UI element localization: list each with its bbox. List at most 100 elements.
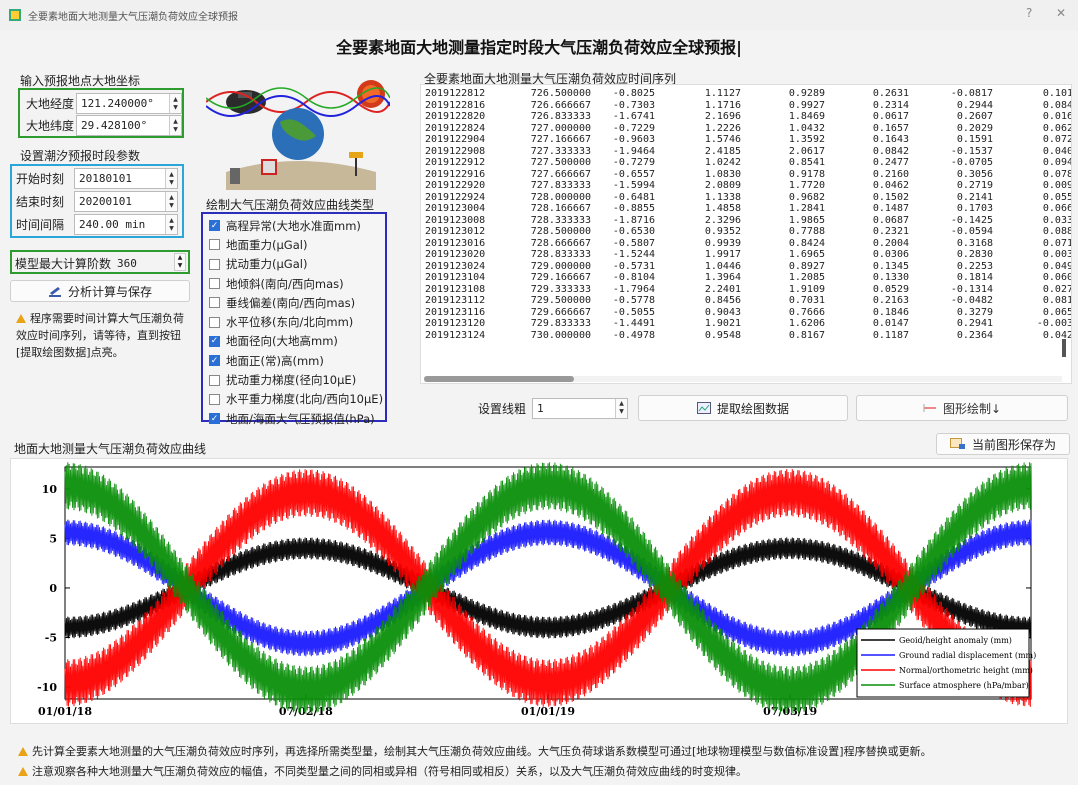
table-cell: 2019123108 <box>425 283 486 295</box>
table-row[interactable]: 2019123112 729.500000 -0.5778 0.8456 0.7031 0… <box>421 295 1071 307</box>
longitude-input[interactable]: 121.240000° ▲ ▼ <box>76 93 182 114</box>
curve-type-item[interactable]: 地面重力(μGal) <box>203 235 385 254</box>
line-width-control: 设置线粗 1 ▲ ▼ <box>420 395 630 421</box>
table-row[interactable]: 2019123124 730.000000 -0.4978 0.9548 0.8167 0… <box>421 330 1071 342</box>
checkbox-icon[interactable] <box>209 297 220 309</box>
earth-tide-illustration <box>206 72 390 190</box>
start-label: 开始时刻 <box>16 172 65 186</box>
checkbox-icon[interactable] <box>209 374 220 386</box>
window-titlebar: 全要素地面大地测量大气压潮负荷效应全球预报 ? ✕ <box>0 0 1078 30</box>
model-order-spinner[interactable]: ▲ ▼ <box>174 253 186 271</box>
table-row[interactable]: 2019122820 726.833333 -1.6741 2.1696 1.8469 0… <box>421 111 1071 123</box>
model-order-input[interactable]: 360 <box>113 253 185 274</box>
curve-type-item[interactable]: 扰动重力(μGal) <box>203 255 385 274</box>
warning-icon <box>18 747 28 756</box>
table-row[interactable]: 2019123116 729.666667 -0.5055 0.9043 0.7666 0… <box>421 307 1071 319</box>
curve-type-item[interactable]: ✓ 地面/海面大气压预报值(hPa) <box>203 409 385 428</box>
checkbox-icon[interactable] <box>209 239 220 251</box>
checkbox-icon[interactable] <box>209 393 220 405</box>
table-row[interactable]: 2019123024 729.000000 -0.5731 1.0446 0.8927 0… <box>421 261 1071 273</box>
checkbox-icon[interactable] <box>209 278 220 290</box>
table-cell: 0.0687 <box>872 214 909 226</box>
checkbox-checked-icon[interactable]: ✓ <box>209 413 220 425</box>
table-cell: 2019123104 <box>425 272 486 283</box>
latitude-spinner[interactable]: ▲ ▼ <box>169 116 181 135</box>
series-table-body: 2019122812 726.500000 -0.8025 1.1127 0.9289 0… <box>421 85 1071 341</box>
table-row[interactable]: 2019122908 727.333333 -1.9464 2.4185 2.0617 0… <box>421 146 1071 158</box>
table-cell: 0.1502 <box>872 191 909 203</box>
footer-note-2: 注意观察各种大地测量大气压潮负荷效应的幅值，不同类型量之间的同相或异相（符号相同… <box>18 763 747 779</box>
curve-type-item[interactable]: 水平位移(东向/北向mm) <box>203 312 385 331</box>
start-spinner[interactable]: ▲ ▼ <box>165 169 177 188</box>
table-cell: 0.1345 <box>872 260 909 272</box>
table-cell: 0.7031 <box>788 295 825 306</box>
table-row[interactable]: 2019122824 727.000000 -0.7229 1.2226 1.0432 0… <box>421 123 1071 135</box>
analyze-save-button[interactable]: 分析计算与保存 <box>10 280 190 302</box>
curve-type-item[interactable]: 扰动重力梯度(径向10μE) <box>203 370 385 389</box>
curve-type-item[interactable]: 垂线偏差(南向/西向mas) <box>203 293 385 312</box>
table-cell: 0.081 <box>1042 295 1072 306</box>
curve-type-label: 地面径向(大地高mm) <box>226 334 338 349</box>
horizontal-scrollbar[interactable] <box>424 376 1062 382</box>
table-cell: 0.2004 <box>872 237 909 249</box>
table-row[interactable]: 2019122920 727.833333 -1.5994 2.0809 1.7720 0… <box>421 180 1071 192</box>
table-row[interactable]: 2019123016 728.666667 -0.5807 0.9939 0.8424 0… <box>421 238 1071 250</box>
series-line <box>64 537 1032 639</box>
curve-type-item[interactable]: ✓ 地面径向(大地高mm) <box>203 332 385 351</box>
table-cell: 728.166667 <box>530 203 591 214</box>
checkbox-icon[interactable] <box>209 316 220 328</box>
checkbox-checked-icon[interactable]: ✓ <box>209 335 220 347</box>
table-cell: 0.2160 <box>872 168 909 180</box>
table-cell: 2019123120 <box>425 318 486 329</box>
curve-type-item[interactable]: 水平重力梯度(北向/西向10μE) <box>203 390 385 409</box>
horizontal-scroll-thumb[interactable] <box>424 376 574 382</box>
curve-type-item[interactable]: 地倾斜(南向/西向mas) <box>203 274 385 293</box>
table-row[interactable]: 2019123108 729.333333 -1.7964 2.2401 1.9109 0… <box>421 284 1071 296</box>
table-row[interactable]: 2019122924 728.000000 -0.6481 1.1338 0.9682 0… <box>421 192 1071 204</box>
table-row[interactable]: 2019123104 729.166667 -0.8104 1.3964 1.2085 0… <box>421 272 1071 284</box>
line-width-input[interactable]: 1 ▲ ▼ <box>532 397 629 419</box>
table-cell: -0.0594 <box>950 226 993 237</box>
table-row[interactable]: 2019122916 727.666667 -0.6557 1.0830 0.9178 0… <box>421 169 1071 181</box>
interval-spinner[interactable]: ▲ ▼ <box>165 215 177 234</box>
table-cell: 2019123116 <box>425 306 486 318</box>
help-button[interactable]: ? <box>1026 6 1033 20</box>
table-row[interactable]: 2019122912 727.500000 -0.7279 1.0242 0.8541 0… <box>421 157 1071 169</box>
table-cell: 728.666667 <box>530 237 591 249</box>
vertical-scroll-thumb[interactable] <box>1062 339 1066 357</box>
line-width-spinner[interactable]: ▲ ▼ <box>615 398 628 418</box>
end-input[interactable]: 20200101 ▲ ▼ <box>74 191 178 212</box>
table-cell: -0.9603 <box>612 134 655 145</box>
interval-input[interactable]: 240.00 min ▲ ▼ <box>74 214 178 235</box>
table-row[interactable]: 2019123020 728.833333 -1.5244 1.9917 1.6965 0… <box>421 249 1071 261</box>
table-row[interactable]: 2019122904 727.166667 -0.9603 1.5746 1.3592 0… <box>421 134 1071 146</box>
longitude-spinner[interactable]: ▲ ▼ <box>169 94 181 113</box>
table-cell: 0.1487 <box>872 203 909 214</box>
table-row[interactable]: 2019122816 726.666667 -0.7303 1.1716 0.9927 0… <box>421 100 1071 112</box>
table-row[interactable]: 2019123008 728.333333 -1.8716 2.3296 1.9865 0… <box>421 215 1071 227</box>
table-row[interactable]: 2019123004 728.166667 -0.8855 1.4858 1.2841 0… <box>421 203 1071 215</box>
line-width-value: 1 <box>537 401 544 415</box>
table-cell: 727.000000 <box>530 122 591 134</box>
table-cell: 0.8456 <box>704 295 741 306</box>
checkbox-checked-icon[interactable]: ✓ <box>209 220 220 232</box>
table-row[interactable]: 2019123120 729.833333 -1.4491 1.9021 1.6206 0… <box>421 318 1071 330</box>
checkbox-icon[interactable] <box>209 258 220 270</box>
curve-type-item[interactable]: ✓ 地面正(常)高(mm) <box>203 351 385 370</box>
latitude-input[interactable]: 29.428100° ▲ ▼ <box>76 115 182 136</box>
curve-type-item[interactable]: ✓ 高程异常(大地水准面mm) <box>203 216 385 235</box>
table-cell: 0.088 <box>1042 226 1072 237</box>
checkbox-checked-icon[interactable]: ✓ <box>209 355 220 367</box>
table-cell: 2019122908 <box>425 145 486 157</box>
start-input[interactable]: 20180101 ▲ ▼ <box>74 168 178 189</box>
table-cell: 1.4858 <box>704 203 741 214</box>
extract-plot-data-button[interactable]: 提取绘图数据 <box>638 395 848 421</box>
end-spinner[interactable]: ▲ ▼ <box>165 192 177 211</box>
plot-graph-button[interactable]: 图形绘制↓ <box>856 395 1068 421</box>
save-figure-button[interactable]: 当前图形保存为 <box>936 433 1070 455</box>
close-button[interactable]: ✕ <box>1056 6 1067 20</box>
series-table[interactable]: 2019122812 726.500000 -0.8025 1.1127 0.9289 0… <box>420 84 1072 384</box>
table-row[interactable]: 2019122812 726.500000 -0.8025 1.1127 0.9289 0… <box>421 88 1071 100</box>
table-row[interactable]: 2019123012 728.500000 -0.6530 0.9352 0.7788 0… <box>421 226 1071 238</box>
